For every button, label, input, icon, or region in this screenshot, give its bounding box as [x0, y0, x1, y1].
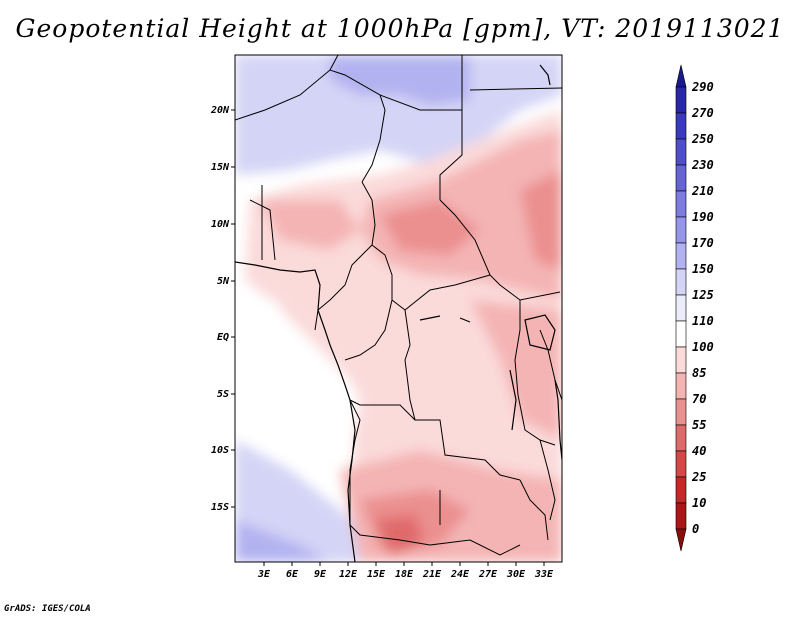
shaded-field: [235, 55, 562, 562]
colorbar-swatch: [675, 242, 687, 270]
lat-tick: 5N: [217, 276, 235, 287]
colorbar-swatch: [675, 450, 687, 478]
grads-credit: GrADS: IGES/COLA: [4, 604, 91, 614]
colorbar-label: 230: [691, 158, 714, 172]
lat-label: 15S: [211, 502, 229, 513]
colorbar-swatch: [675, 86, 687, 114]
colorbar-label: 150: [692, 262, 714, 276]
colorbar-label: 40: [692, 444, 706, 458]
lat-tick: 15N: [211, 162, 235, 173]
map-title: Geopotential Height at 1000hPa [gpm], VT…: [15, 14, 785, 43]
lon-label: 27E: [478, 569, 498, 580]
lat-label: 5S: [217, 389, 229, 400]
lat-tick: 10N: [211, 219, 235, 230]
colorbar-label: 170: [692, 236, 714, 250]
lat-tick: 20N: [210, 105, 235, 116]
colorbar-label: 125: [692, 288, 714, 302]
colorbar-label: 25: [691, 470, 706, 484]
colorbar-swatch: [675, 216, 687, 244]
colorbar-label: 270: [691, 106, 714, 120]
colorbar-label: 190: [692, 210, 714, 224]
colorbar-swatch: [675, 476, 687, 504]
colorbar-swatch: [675, 164, 687, 192]
colorbar: 2902702502302101901701501251101008570554…: [675, 64, 714, 552]
country-boundaries: [235, 55, 562, 556]
lon-tick: 27E: [478, 562, 498, 580]
colorbar-swatch: [675, 294, 687, 322]
lon-tick: 24E: [450, 562, 470, 580]
colorbar-swatch: [675, 320, 687, 348]
colorbar-label: 55: [692, 418, 706, 432]
lon-label: 6E: [286, 569, 299, 580]
colorbar-swatch: [675, 346, 687, 374]
lon-tick: 3E: [257, 562, 271, 580]
lat-label: 20N: [210, 105, 230, 116]
lon-tick: 21E: [422, 562, 442, 580]
colorbar-swatch: [675, 372, 687, 400]
colorbar-label: 100: [692, 340, 714, 354]
colorbar-swatch: [675, 502, 687, 530]
latitude-axis: 20N 15N 10N 5N EQ 5S 10S 15S: [210, 105, 235, 513]
lon-tick: 12E: [339, 562, 358, 580]
colorbar-swatch: [675, 268, 687, 296]
colorbar-label: 10: [692, 496, 706, 510]
colorbar-label: 110: [692, 314, 714, 328]
lon-label: 30E: [506, 569, 526, 580]
colorbar-label: 290: [691, 80, 714, 94]
colorbar-swatch: [675, 398, 687, 426]
lon-label: 24E: [450, 569, 470, 580]
colorbar-label: 250: [691, 132, 714, 146]
lat-label: 5N: [217, 276, 230, 287]
lon-label: 21E: [422, 569, 442, 580]
lon-label: 9E: [314, 569, 327, 580]
lat-tick: 5S: [217, 389, 235, 400]
colorbar-label: 70: [692, 392, 706, 406]
lat-label: EQ: [217, 332, 229, 343]
lon-tick: 30E: [506, 562, 526, 580]
colorbar-label: 0: [692, 522, 699, 536]
lat-label: 10N: [211, 219, 230, 230]
colorbar-swatch: [675, 190, 687, 218]
lat-label: 10S: [211, 445, 229, 456]
colorbar-swatch: [675, 138, 687, 166]
lon-tick: 33E: [534, 562, 554, 580]
lon-label: 33E: [534, 569, 554, 580]
lat-tick: 15S: [211, 502, 235, 513]
lon-tick: 6E: [286, 562, 299, 580]
lon-label: 15E: [367, 569, 386, 580]
longitude-axis: 3E 6E 9E 12E 15E 18E 21E 24E 27E 30E 33E: [257, 562, 554, 580]
colorbar-swatch: [675, 112, 687, 140]
colorbar-swatch: [675, 424, 687, 452]
coastline: [235, 64, 562, 562]
lat-label: 15N: [211, 162, 230, 173]
lon-label: 3E: [257, 569, 271, 580]
lon-label: 18E: [395, 569, 414, 580]
lon-label: 12E: [339, 569, 358, 580]
colorbar-label: 85: [692, 366, 706, 380]
colorbar-label: 210: [691, 184, 714, 198]
lat-tick: EQ: [217, 332, 235, 343]
lon-tick: 15E: [367, 562, 386, 580]
map-frame: [234, 54, 563, 563]
colorbar-bottom-arrow: [675, 528, 687, 552]
colorbar-top-arrow: [675, 64, 687, 88]
lon-tick: 18E: [395, 562, 414, 580]
lat-tick: 10S: [211, 445, 235, 456]
lon-tick: 9E: [314, 562, 327, 580]
